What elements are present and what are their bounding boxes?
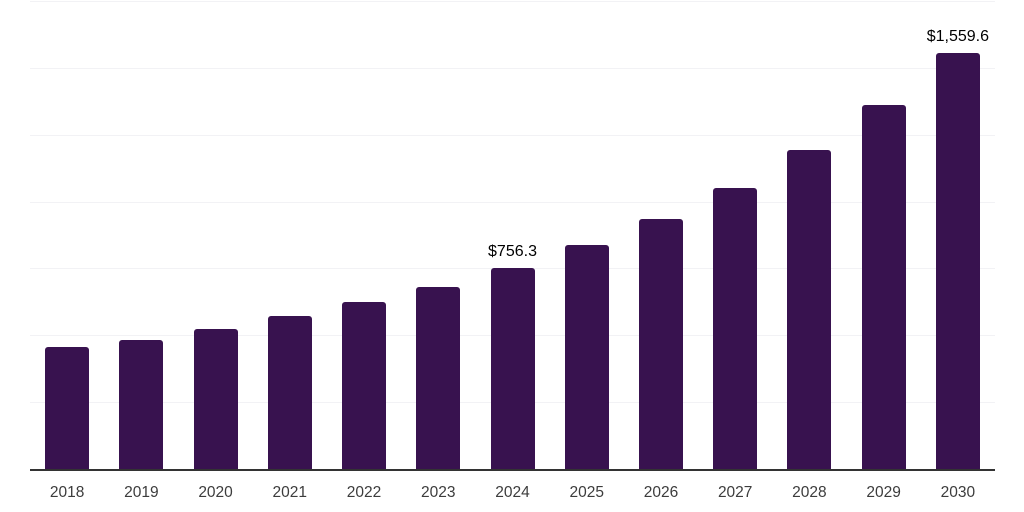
bar-2026 (638, 219, 683, 470)
plot-area: $756.3 $1,559.6 (30, 1, 995, 470)
x-tick-label-2020: 2020 (198, 484, 233, 501)
gridline-1750 (30, 1, 995, 2)
x-tick-label-2018: 2018 (49, 484, 85, 501)
bar-value-label-2024: $756.3 (488, 242, 537, 260)
bar-2029 (861, 105, 906, 470)
gridline-1250 (30, 134, 995, 136)
bar-2019 (119, 340, 164, 470)
x-tick-label-2030: 2030 (940, 484, 976, 501)
x-axis-line (30, 469, 995, 471)
bar-2023 (416, 287, 461, 470)
bar-2028 (787, 150, 832, 470)
bar-2020 (193, 329, 238, 470)
bar-2025 (564, 245, 609, 470)
bar-2021 (267, 316, 312, 470)
x-tick-label-2029: 2029 (866, 484, 901, 501)
gridline-1000 (30, 201, 995, 203)
x-tick-label-2026: 2026 (643, 484, 679, 501)
x-axis-tick-labels: 2018 2019 2020 2021 2022 2023 2024 2025 2026 2027… (30, 484, 995, 506)
bar-2018 (45, 347, 90, 470)
x-tick-label-2021: 2021 (272, 484, 308, 501)
x-tick-label-2027: 2027 (717, 484, 753, 501)
bar-2022 (342, 302, 387, 470)
x-tick-label-2019: 2019 (124, 484, 159, 501)
x-tick-label-2025: 2025 (569, 484, 604, 501)
gridline-1500 (30, 67, 995, 69)
x-tick-label-2028: 2028 (792, 484, 827, 501)
x-tick-label-2023: 2023 (421, 484, 456, 501)
bar-value-label-2030: $1,559.6 (926, 27, 990, 45)
bar-2027 (713, 187, 758, 470)
bar-2030 (935, 52, 980, 470)
x-tick-label-2024: 2024 (495, 484, 530, 501)
bar-2024 (490, 267, 535, 470)
x-tick-label-2022: 2022 (346, 484, 382, 501)
